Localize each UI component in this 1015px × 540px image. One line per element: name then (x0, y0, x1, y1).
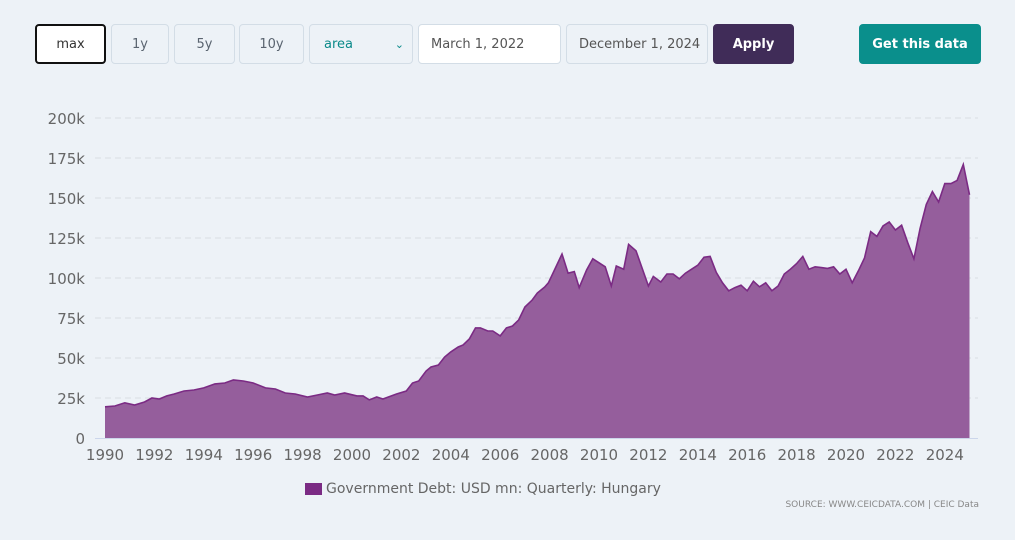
source-note: SOURCE: WWW.CEICDATA.COM | CEIC Data (785, 500, 979, 510)
x-tick-label: 2002 (382, 446, 420, 464)
y-tick-label: 150k (48, 190, 86, 208)
chart-type-select[interactable]: area ⌄ (309, 24, 413, 64)
x-tick-label: 2018 (778, 446, 816, 464)
y-tick-label: 125k (48, 230, 86, 248)
start-date-input[interactable]: March 1, 2022 (418, 24, 561, 64)
series-area (105, 164, 970, 438)
range-10y-button[interactable]: 10y (239, 24, 304, 64)
x-tick-label: 1990 (86, 446, 124, 464)
chart-type-value: area (324, 36, 353, 52)
y-tick-label: 25k (57, 390, 85, 408)
x-tick-label: 2008 (531, 446, 569, 464)
y-tick-label: 100k (48, 270, 86, 288)
apply-button[interactable]: Apply (713, 24, 794, 64)
x-tick-label: 2024 (926, 446, 964, 464)
range-5y-button[interactable]: 5y (174, 24, 235, 64)
legend-label: Government Debt: USD mn: Quarterly: Hung… (326, 481, 661, 497)
x-tick-label: 2014 (679, 446, 717, 464)
x-tick-label: 1994 (185, 446, 223, 464)
x-tick-label: 2006 (481, 446, 519, 464)
y-tick-label: 50k (57, 350, 85, 368)
y-tick-label: 75k (57, 310, 85, 328)
x-tick-label: 1996 (234, 446, 272, 464)
chevron-down-icon: ⌄ (394, 37, 404, 51)
legend-swatch (305, 483, 322, 495)
y-tick-label: 200k (48, 110, 86, 128)
y-tick-label: 0 (75, 430, 85, 448)
x-tick-label: 2010 (580, 446, 618, 464)
y-tick-label: 175k (48, 150, 86, 168)
x-tick-label: 2000 (333, 446, 371, 464)
x-tick-label: 2022 (876, 446, 914, 464)
get-this-data-button[interactable]: Get this data (859, 24, 981, 64)
x-tick-label: 2016 (728, 446, 766, 464)
series-line (104, 161, 971, 408)
range-max-button[interactable]: max (35, 24, 106, 64)
x-tick-label: 2012 (629, 446, 667, 464)
range-1y-button[interactable]: 1y (111, 24, 169, 64)
end-date-input[interactable]: December 1, 2024 (566, 24, 708, 64)
x-tick-label: 2004 (432, 446, 470, 464)
x-tick-label: 1992 (135, 446, 173, 464)
x-tick-label: 1998 (284, 446, 322, 464)
x-tick-label: 2020 (827, 446, 865, 464)
legend[interactable]: Government Debt: USD mn: Quarterly: Hung… (305, 481, 661, 497)
